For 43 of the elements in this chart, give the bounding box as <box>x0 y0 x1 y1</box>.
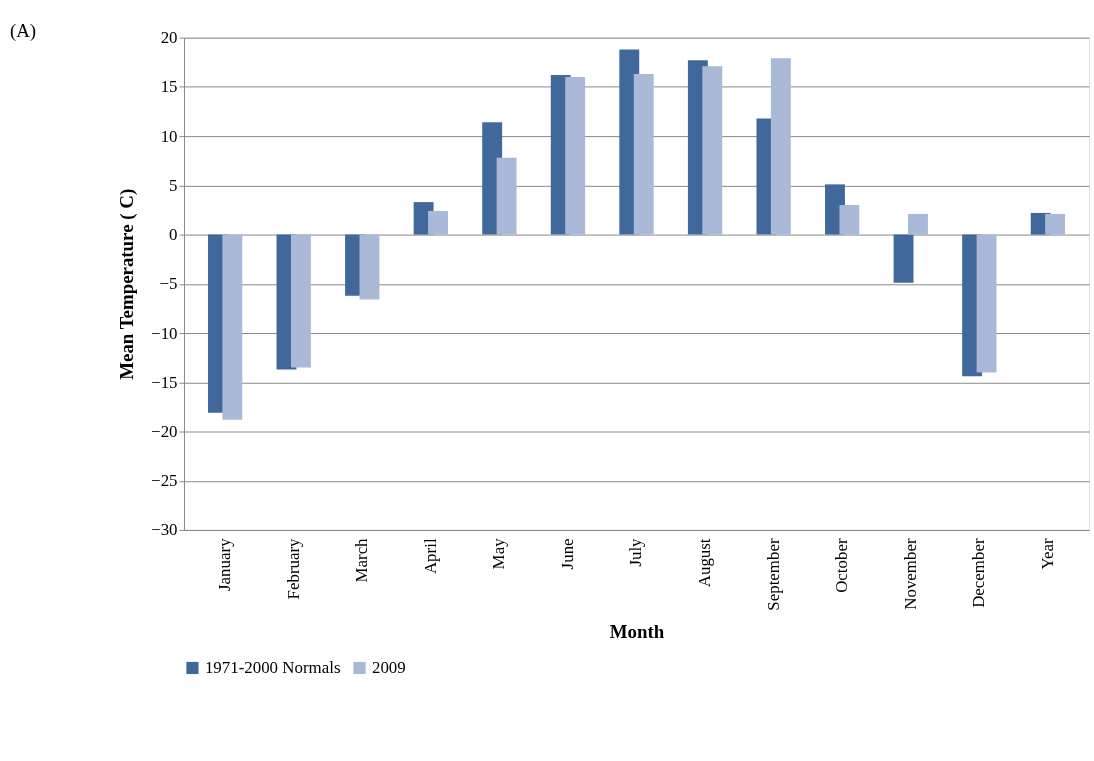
y-tick-label: −25 <box>151 471 178 491</box>
x-tick-label: April <box>420 538 440 575</box>
y-tick-label: 0 <box>169 225 178 245</box>
bar <box>770 58 791 235</box>
bar <box>839 205 860 235</box>
bar <box>428 210 448 235</box>
x-tick-label: January <box>215 537 235 591</box>
bar <box>908 213 928 235</box>
bar <box>633 74 654 235</box>
y-tick-label: 20 <box>160 28 178 48</box>
legend-label: 1971-2000 Normals <box>204 657 341 677</box>
y-tick-label: −10 <box>151 323 178 343</box>
y-axis-title: Mean Temperature ( C) <box>116 188 139 380</box>
y-tick-label: 5 <box>169 175 178 195</box>
y-tick-label: −30 <box>151 520 178 540</box>
text: (A) <box>9 19 37 42</box>
bar <box>702 66 723 235</box>
x-tick-label: July <box>626 537 646 567</box>
y-tick-label: −5 <box>159 274 178 294</box>
bar <box>359 234 380 300</box>
x-tick-label: Year <box>1037 538 1057 570</box>
bar <box>1045 213 1066 235</box>
x-tick-label: August <box>695 538 715 588</box>
x-tick-label: March <box>352 537 372 583</box>
bar <box>290 234 311 368</box>
bar <box>565 77 586 235</box>
x-tick-label: November <box>900 538 920 610</box>
bar <box>496 157 517 235</box>
x-axis-title: Month <box>609 620 665 642</box>
bar <box>976 234 997 373</box>
y-tick-label: −15 <box>151 372 178 392</box>
x-tick-label: May <box>489 537 509 570</box>
y-tick-label: 15 <box>160 77 178 97</box>
x-tick-label: February <box>283 537 303 600</box>
y-tick-label: −20 <box>151 421 178 441</box>
x-tick-label: September <box>763 538 783 611</box>
x-tick-label: June <box>557 538 577 570</box>
bar <box>893 234 914 283</box>
bar <box>222 234 243 420</box>
x-tick-label: October <box>832 538 852 593</box>
y-tick-label: 10 <box>160 126 178 146</box>
x-tick-label: December <box>969 538 989 608</box>
legend-label: 2009 <box>371 657 406 677</box>
